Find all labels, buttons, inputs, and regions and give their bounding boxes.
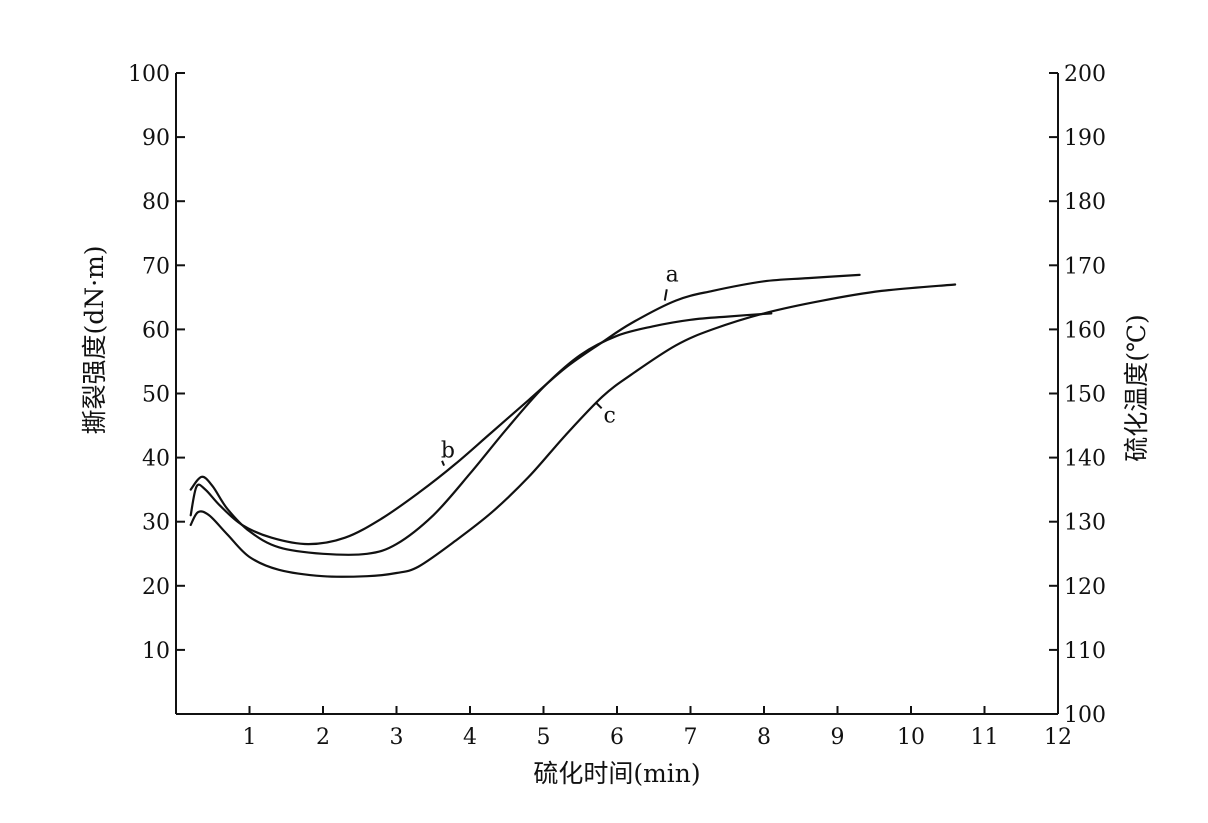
x-tick-label: 4: [463, 725, 477, 750]
y-left-tick-label: 60: [142, 318, 170, 343]
y-right-tick-label: 180: [1064, 190, 1106, 215]
y-left-tick-label: 10: [142, 639, 170, 664]
x-tick-label: 2: [316, 725, 330, 750]
y-left-tick-label: 100: [128, 62, 170, 87]
y-right-tick-label: 130: [1064, 511, 1106, 536]
x-tick-label: 5: [537, 725, 551, 750]
y-right-tick-label: 170: [1064, 254, 1106, 279]
y-right-tick-label: 200: [1064, 62, 1106, 87]
y-left-ticks: 10 20 30 40 50 60 70 80 90 100: [128, 62, 185, 664]
x-tick-label: 1: [243, 725, 257, 750]
series-line-c: [189, 283, 957, 578]
y-right-tick-label: 190: [1064, 126, 1106, 151]
curve-label-a: a: [666, 262, 679, 287]
x-tick-label: 8: [757, 725, 771, 750]
x-axis-title: 硫化时间(min): [533, 759, 700, 788]
y-left-tick-label: 70: [142, 254, 170, 279]
series-line-a: [189, 273, 861, 546]
series-line-b: [189, 312, 773, 556]
y-right-tick-label: 120: [1064, 575, 1106, 600]
curve-label-leader: [595, 402, 603, 410]
y-left-tick-label: 50: [142, 383, 170, 408]
y-right-tick-label: 140: [1064, 447, 1106, 472]
plot-frame: [175, 73, 1059, 715]
curve-label-c: c: [603, 403, 615, 428]
y-right-tick-label: 160: [1064, 318, 1106, 343]
curve-label-leader: [441, 460, 445, 466]
y-left-tick-label: 80: [142, 190, 170, 215]
x-ticks: 1 2 3 4 5 6 7 8 9 10 11 12: [243, 706, 1072, 750]
x-tick-label: 3: [390, 725, 404, 750]
y-left-tick-label: 30: [142, 511, 170, 536]
y-right-tick-label: 100: [1064, 703, 1106, 728]
y-left-tick-label: 40: [142, 447, 170, 472]
series-layer: [189, 273, 957, 578]
x-tick-label: 12: [1044, 725, 1072, 750]
y-right-ticks: 100 110 120 130 140 150 160 170 180 190 200: [1049, 62, 1106, 728]
curve-label-leader: [663, 289, 668, 301]
curve-label-b: b: [441, 439, 455, 464]
x-tick-label: 9: [831, 725, 845, 750]
x-tick-label: 11: [971, 725, 999, 750]
y-left-tick-label: 90: [142, 126, 170, 151]
curve-label-layer: a b c: [441, 262, 679, 466]
y-left-tick-label: 20: [142, 575, 170, 600]
x-tick-label: 10: [897, 725, 925, 750]
y-left-axis-title: 撕裂强度(dN·m): [80, 245, 109, 434]
y-right-axis-title: 硫化温度(℃): [1122, 314, 1151, 461]
y-right-tick-label: 150: [1064, 383, 1106, 408]
y-right-tick-label: 110: [1064, 639, 1106, 664]
x-tick-label: 7: [684, 725, 698, 750]
x-tick-label: 6: [610, 725, 624, 750]
